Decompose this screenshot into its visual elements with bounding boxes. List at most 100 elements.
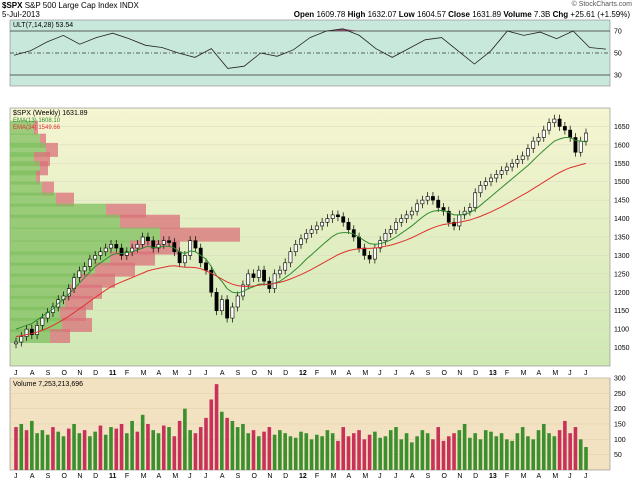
volume-bar (288, 436, 293, 470)
price-candle (82, 266, 87, 272)
volume-bar (415, 436, 419, 470)
volume-bar (299, 431, 303, 470)
price-tick-label: 1450 (614, 198, 630, 205)
x-month-label: A (220, 473, 225, 480)
price-candle (483, 181, 488, 186)
x-month-label: A (157, 473, 162, 480)
x-month-label: J (14, 473, 18, 480)
price-candle (520, 155, 525, 160)
price-candle (446, 210, 451, 223)
price-candle (156, 244, 161, 249)
price-tick-label: 1650 (614, 124, 630, 131)
volume-by-price-up (10, 240, 130, 255)
x-month-label: A (30, 370, 35, 377)
volume-bar (404, 433, 409, 470)
volume-by-price-up (10, 181, 42, 196)
volume-bar (135, 431, 140, 470)
volume-bar (183, 408, 187, 470)
volume-bar (367, 434, 372, 470)
volume-bar (468, 437, 472, 470)
volume-by-price-up (10, 227, 160, 242)
volume-bar (293, 437, 298, 470)
volume-bar (536, 430, 541, 470)
x-month-label: A (410, 370, 415, 377)
volume-bar (420, 430, 425, 470)
x-month-label: 12 (299, 370, 307, 377)
volume-by-price-down (106, 203, 146, 218)
volume-by-price-down (56, 192, 74, 207)
volume-bar (309, 439, 314, 470)
volume-bar (394, 427, 398, 470)
price-tick-label: 1050 (614, 345, 630, 352)
volume-bar (72, 424, 76, 470)
volume-bar (325, 430, 330, 470)
price-candle (409, 210, 414, 216)
symbol: $SPX (2, 1, 23, 10)
price-candle (14, 341, 18, 345)
price-candle (151, 240, 156, 249)
x-month-label: 11 (109, 473, 117, 480)
volume-tick-label: 300 (614, 376, 626, 383)
x-month-label: S (426, 370, 431, 377)
volume-bar (315, 434, 319, 470)
x-month-label: O (252, 473, 258, 480)
price-title: $SPX (Weekly) 1631.89 (13, 110, 88, 117)
x-month-label: S (426, 473, 431, 480)
x-month-label: J (188, 473, 192, 480)
price-candle (489, 177, 493, 183)
x-month-label: O (62, 473, 68, 480)
volume-by-price-down (34, 120, 38, 135)
volume-bar (563, 420, 567, 470)
volume-bar (557, 430, 562, 470)
price-candle (420, 199, 425, 205)
close-value: 1631.89 (472, 10, 502, 19)
volume-title: Volume 7,253,213,696 (13, 381, 83, 388)
volume-bar (66, 428, 71, 470)
price-candle (135, 244, 140, 249)
volume-by-price-down (80, 273, 115, 288)
price-candle (394, 221, 398, 230)
legend-ema13: EMA(13) 1608.10 (13, 118, 61, 124)
volume-bar (441, 440, 446, 470)
volume-value: 7.3B (533, 10, 551, 19)
volume-bar (526, 436, 530, 470)
open-value: 1609.78 (316, 10, 346, 19)
volume-bar (346, 436, 351, 470)
x-month-label: A (30, 473, 35, 480)
x-month-label: M (521, 370, 527, 377)
price-candle (225, 299, 230, 319)
price-candle (103, 247, 108, 253)
quote-line: Open 1609.78 High 1632.07 Low 1604.57 Cl… (293, 10, 630, 19)
volume-bar (357, 430, 361, 470)
price-candle (510, 162, 515, 168)
price-candle (457, 214, 462, 227)
price-candle (35, 325, 40, 335)
price-candle (272, 273, 277, 289)
volume-bar (584, 447, 588, 470)
volume-by-price-down (40, 133, 46, 148)
price-candle (431, 196, 435, 201)
ult-overbought-fill (326, 28, 360, 31)
volume-bar (399, 439, 404, 470)
x-month-label: M (172, 370, 178, 377)
price-candle (114, 244, 119, 249)
volume-bar (30, 420, 34, 470)
price-tick-label: 1350 (614, 235, 630, 242)
x-month-label: J (378, 370, 382, 377)
price-candle (214, 291, 219, 312)
volume-bar (140, 414, 145, 470)
price-candle (193, 240, 198, 249)
volume-bar (256, 436, 261, 470)
volume-bar (109, 427, 113, 470)
volume-bar (388, 430, 393, 470)
x-month-label: J (378, 473, 382, 480)
volume-bar (151, 430, 156, 470)
price-tick-label: 1200 (614, 290, 630, 297)
x-month-label: M (521, 473, 527, 480)
price-candle (399, 218, 404, 223)
price-candle (161, 240, 166, 245)
x-month-label: A (537, 473, 542, 480)
price-candle (578, 140, 583, 153)
volume-by-price-up (10, 192, 56, 207)
volume-bar (330, 433, 335, 470)
